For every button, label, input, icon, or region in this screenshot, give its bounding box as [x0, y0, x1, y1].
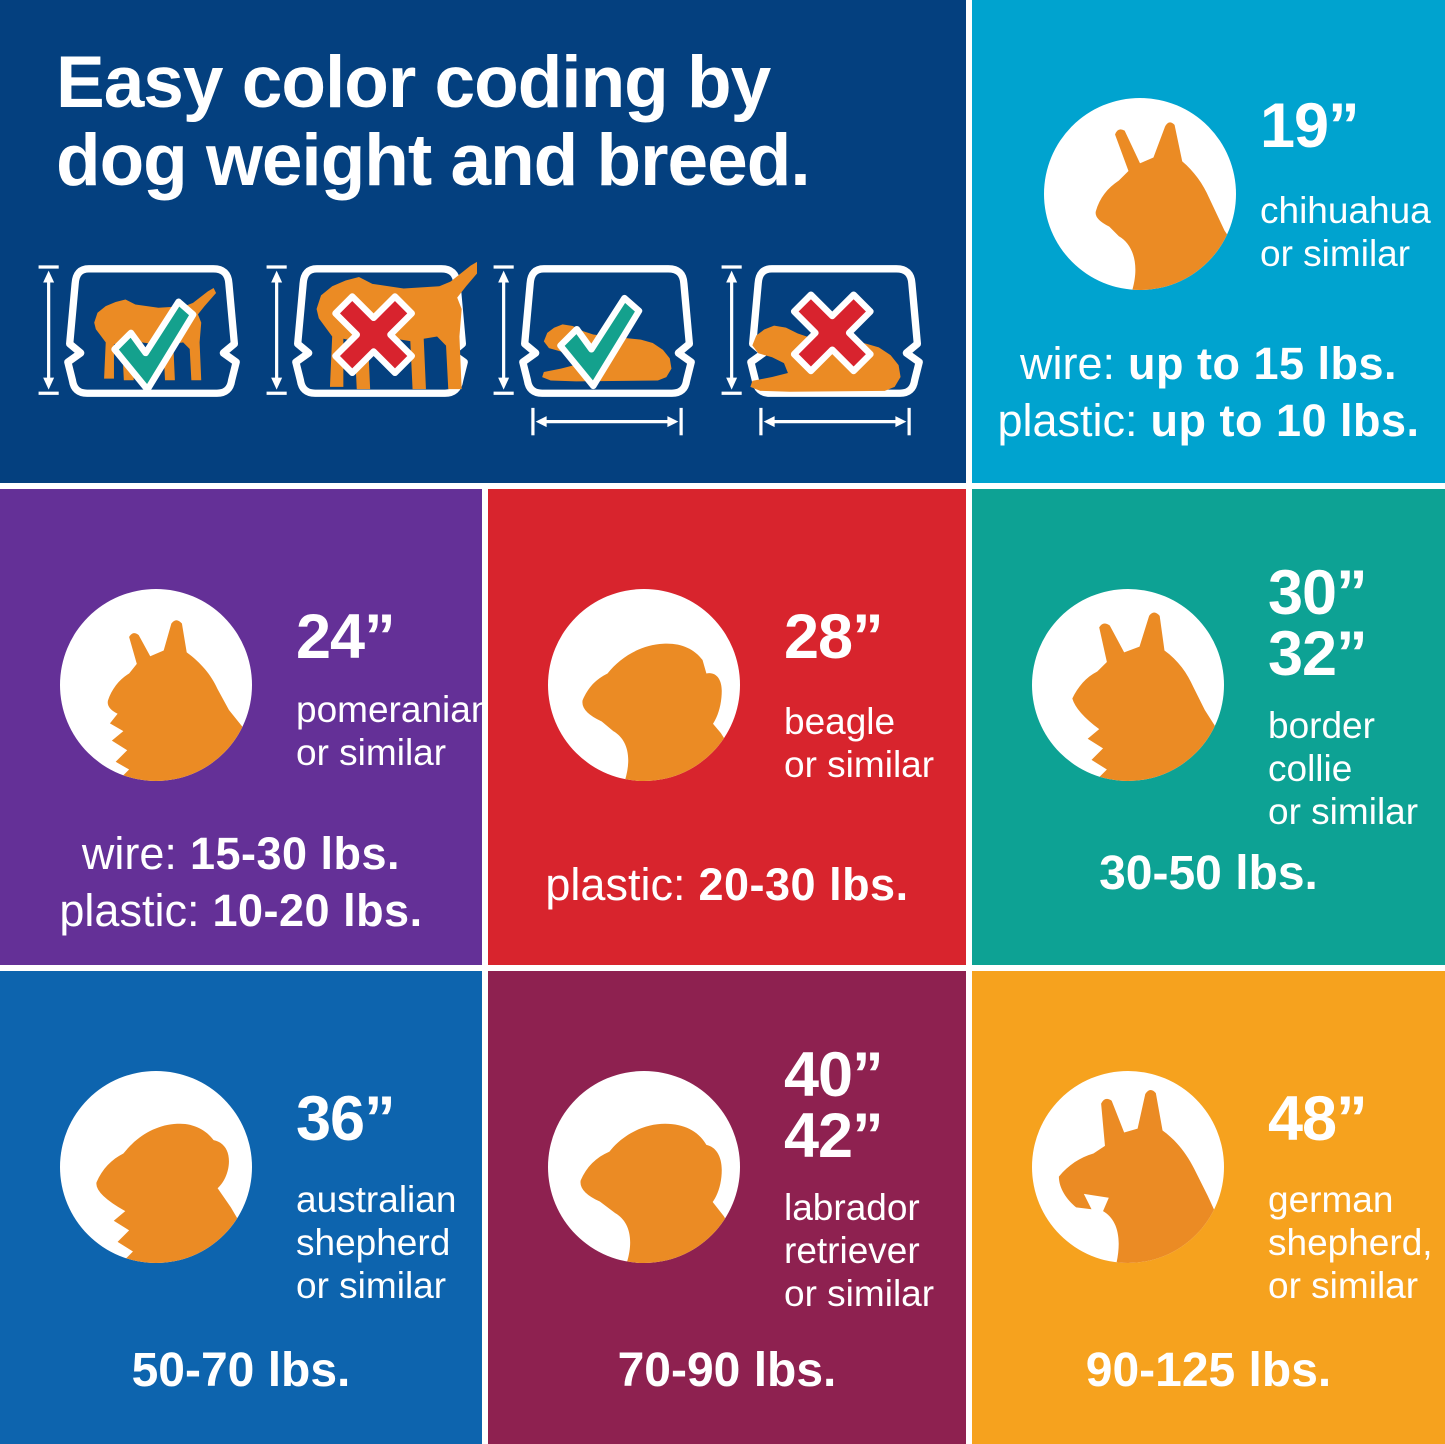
weight-info: wire: up to 15 lbs. plastic: up to 10 lbs. — [997, 337, 1420, 446]
border-collie-head-icon — [1072, 612, 1224, 781]
breed-label: beagle or similar — [784, 701, 935, 785]
crate-size-label: 40” 42” — [784, 1040, 884, 1172]
crate-length-too-long-cross-icon — [721, 265, 923, 436]
panel-australian-shepherd: 36” australian shepherd or similar 50-70… — [0, 971, 482, 1444]
crate-size-label: 28” — [784, 602, 884, 672]
breed-label: australian shepherd or similar — [296, 1179, 457, 1306]
german-shepherd-head-icon — [1058, 1089, 1224, 1263]
crate-size-label: 24” — [296, 602, 396, 672]
panel-pomeranian: 24” pomeranian or similar wire: 15-30 lbs… — [0, 489, 482, 965]
chihuahua-head-icon — [1095, 122, 1236, 290]
panel-chihuahua: 19” chihuahua or similar wire: up to 15 l… — [972, 0, 1445, 483]
pomeranian-head-icon — [107, 620, 252, 781]
crate-fit-examples — [34, 256, 932, 444]
breed-label: pomeranian or similar — [296, 689, 482, 773]
breed-label: german shepherd, or similar — [1268, 1179, 1433, 1306]
crate-height-fits-check-icon — [38, 265, 240, 397]
panel-beagle: 28” beagle or similar plastic: 20-30 lbs. — [488, 489, 966, 965]
page-title: Easy color coding by dog weight and bree… — [56, 42, 811, 202]
chihuahua-avatar — [1044, 98, 1236, 290]
border-collie-avatar — [1032, 589, 1224, 781]
panel-border-collie: 30” 32” border collie or similar 30-50 l… — [972, 489, 1445, 965]
pomeranian-avatar — [60, 589, 252, 781]
labrador-retriever-avatar — [548, 1071, 740, 1263]
weight-info: wire: 15-30 lbs. plastic: 10-20 lbs. — [59, 827, 423, 936]
crate-size-label: 48” — [1268, 1084, 1368, 1154]
breed-label: chihuahua or similar — [1260, 190, 1431, 274]
weight-info: 70-90 lbs. — [617, 1344, 837, 1398]
beagle-avatar — [548, 589, 740, 781]
labrador-retriever-head-icon — [580, 1123, 740, 1263]
panel-german-shepherd: 48” german shepherd, or similar 90-125 l… — [972, 971, 1445, 1444]
weight-info: 50-70 lbs. — [131, 1344, 351, 1398]
weight-info: 90-125 lbs. — [1085, 1344, 1332, 1398]
breed-label: labrador retriever or similar — [784, 1187, 935, 1314]
crate-size-label: 30” 32” — [1268, 558, 1368, 690]
crate-size-label: 19” — [1260, 91, 1360, 161]
australian-shepherd-avatar — [60, 1071, 252, 1263]
weight-info: plastic: 20-30 lbs. — [545, 858, 909, 910]
breed-label: border collie or similar — [1268, 705, 1419, 832]
crate-length-fits-check-icon — [493, 265, 696, 436]
crate-height-too-big-cross-icon — [266, 261, 477, 397]
panel-labrador-retriever: 40” 42” labrador retriever or similar 70… — [488, 971, 966, 1444]
weight-info: 30-50 lbs. — [1099, 847, 1318, 901]
beagle-head-icon — [582, 643, 740, 781]
panel-intro: Easy color coding by dog weight and bree… — [0, 0, 966, 483]
australian-shepherd-head-icon — [96, 1123, 252, 1263]
crate-size-label: 36” — [296, 1084, 396, 1154]
german-shepherd-avatar — [1032, 1071, 1224, 1263]
